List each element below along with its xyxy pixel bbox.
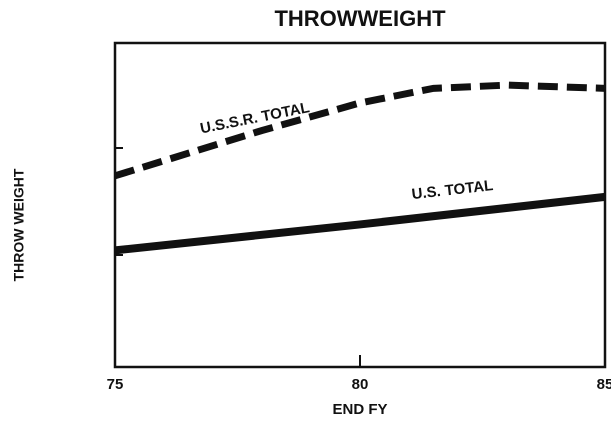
- y-axis-label: THROW WEIGHT: [11, 168, 27, 281]
- series-label: U.S. TOTAL: [411, 177, 494, 203]
- series-line: [113, 81, 606, 180]
- x-tick-label: 75: [107, 376, 124, 393]
- x-axis-label: END FY: [332, 401, 387, 418]
- x-tick-label: 85: [597, 376, 611, 393]
- x-tick-label: 80: [352, 376, 369, 393]
- chart-title: THROWWEIGHT: [274, 6, 446, 31]
- series-line: [114, 192, 606, 255]
